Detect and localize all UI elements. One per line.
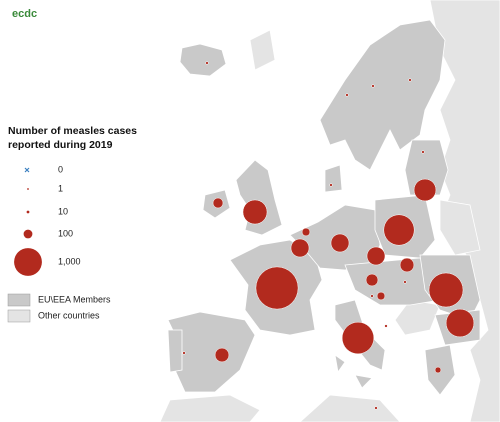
logo: ecdc [12,8,37,20]
case-bubble [374,406,378,410]
legend-size-label: 0 [58,164,63,174]
case-bubble [421,150,425,154]
case-bubble [242,199,268,225]
legend-size-symbol [23,229,33,239]
legend-size-symbol [26,210,30,214]
case-bubble [366,246,386,266]
legend-area-label: Other countries [38,310,100,320]
member-countries-shapes [167,19,481,396]
legend-size-label: 1,000 [58,256,81,266]
case-bubble [214,347,230,363]
legend-area-label: EU\EEA Members [38,294,111,304]
case-bubble [383,214,415,246]
legend-zero-symbol [24,167,30,173]
legend-size-label: 10 [58,206,68,216]
legend-title: Number of measles cases reported during … [8,125,137,151]
legend-size-symbol [27,188,29,190]
case-bubble [329,183,333,187]
case-bubble [428,272,464,308]
case-bubble [330,233,350,253]
legend-size-symbol [14,248,42,276]
case-bubble [255,266,299,310]
case-bubble [408,78,412,82]
case-bubble [365,273,379,287]
case-bubble [371,84,375,88]
case-bubble [182,351,186,355]
case-bubble [376,291,386,301]
other-countries-shapes [159,0,500,422]
legend-area-swatch [7,293,31,307]
case-bubble [341,321,375,355]
case-bubble [290,238,310,258]
case-bubble [370,294,374,298]
case-bubble [434,366,442,374]
case-bubble [301,227,311,237]
case-bubble [399,257,415,273]
case-bubble [205,61,209,65]
case-bubble [212,197,224,209]
case-bubble [445,308,475,338]
legend-area-swatch [7,309,31,323]
legend-size-label: 1 [58,183,63,193]
case-bubble [413,178,437,202]
case-bubble [345,93,349,97]
legend-size-label: 100 [58,228,73,238]
case-bubble [403,280,407,284]
case-bubble [384,324,388,328]
